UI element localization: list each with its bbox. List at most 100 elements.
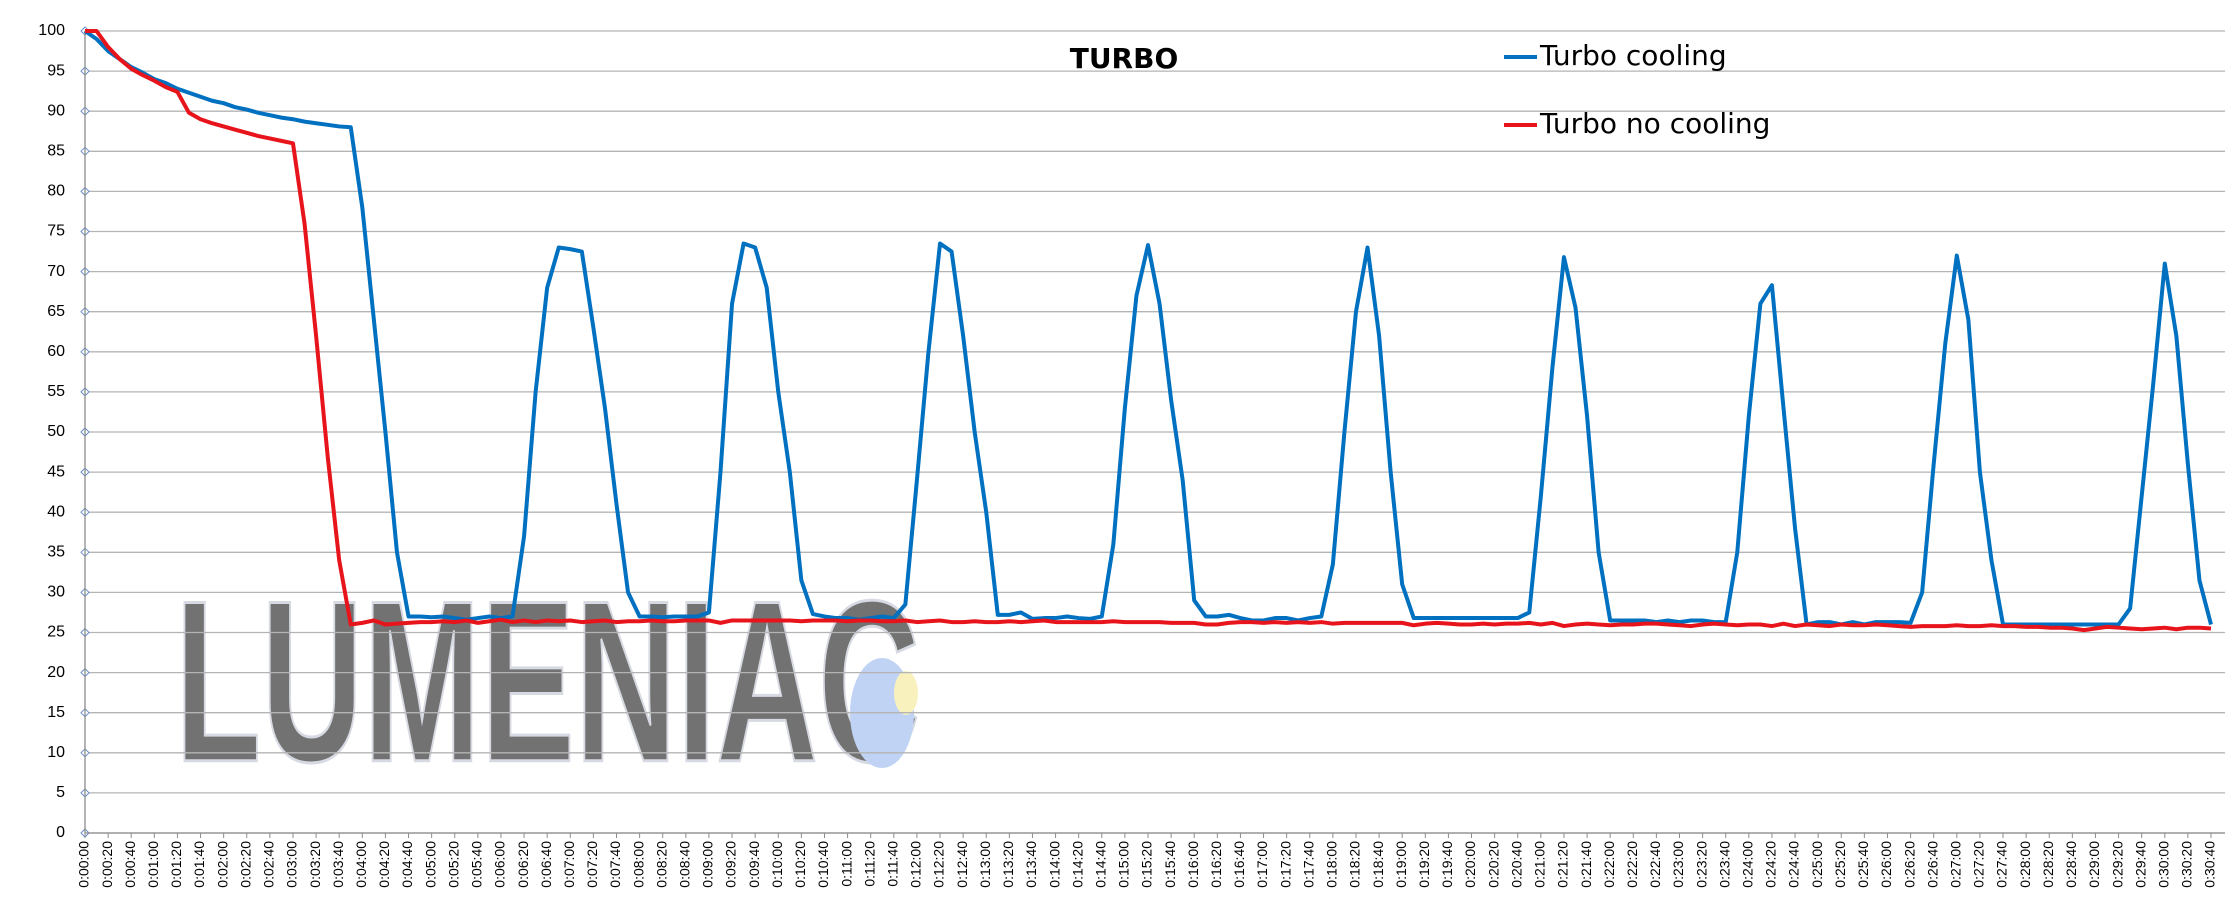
x-tick-label: 0:01:40 (191, 841, 207, 888)
series-line (85, 29, 2212, 633)
x-tick-label: 0:22:40 (1647, 841, 1663, 888)
x-tick-label: 0:28:40 (2063, 841, 2079, 888)
x-tick-label: 0:15:00 (1116, 841, 1132, 888)
x-tick-label: 0:18:40 (1370, 841, 1386, 888)
x-tick-label: 0:18:20 (1347, 841, 1363, 888)
x-tick-label: 0:11:20 (861, 841, 877, 887)
x-tick-label: 0:03:20 (307, 841, 323, 888)
x-tick-label: 0:07:00 (561, 841, 577, 888)
watermark-logo-accent (894, 671, 918, 715)
x-tick-label: 0:01:20 (168, 841, 184, 888)
x-tick-label: 0:08:40 (677, 841, 693, 888)
chart-title: TURBO (1070, 42, 1179, 75)
x-tick-label: 0:10:20 (792, 841, 808, 888)
x-tick-label: 0:10:00 (769, 841, 785, 888)
x-tick-label: 0:26:20 (1901, 841, 1917, 888)
x-tick-label: 0:00:20 (99, 841, 115, 888)
x-tick-label: 0:29:40 (2132, 841, 2148, 888)
x-tick-label: 0:24:40 (1786, 841, 1802, 888)
x-tick-label: 0:14:00 (1046, 841, 1062, 888)
x-tick-label: 0:17:20 (1277, 841, 1293, 888)
y-tick-label: 35 (47, 544, 65, 561)
x-tick-label: 0:06:20 (515, 841, 531, 888)
x-tick-label: 0:24:00 (1740, 841, 1756, 888)
x-tick-label: 0:13:20 (1000, 841, 1016, 888)
x-tick-label: 0:02:40 (261, 841, 277, 888)
watermark: LUMENIAC (174, 551, 922, 811)
x-tick-label: 0:17:40 (1300, 841, 1316, 888)
x-tick-label: 0:23:00 (1670, 841, 1686, 888)
x-tick-label: 0:19:40 (1439, 841, 1455, 888)
y-tick-label: 10 (47, 744, 65, 761)
x-tick-label: 0:14:40 (1092, 841, 1108, 888)
x-tick-label: 0:27:40 (1994, 841, 2010, 888)
x-tick-label: 0:20:20 (1485, 841, 1501, 888)
x-tick-label: 0:23:40 (1716, 841, 1732, 888)
x-tick-label: 0:26:00 (1878, 841, 1894, 888)
x-tick-label: 0:24:20 (1763, 841, 1779, 888)
x-tick-label: 0:21:20 (1555, 841, 1571, 888)
y-tick-label: 55 (47, 383, 65, 400)
x-tick-label: 0:14:20 (1069, 841, 1085, 888)
x-tick-label: 0:25:40 (1855, 841, 1871, 888)
y-tick-label: 15 (47, 704, 65, 721)
x-tick-label: 0:16:00 (1185, 841, 1201, 888)
x-tick-label: 0:02:00 (214, 841, 230, 888)
x-tick-label: 0:29:20 (2109, 841, 2125, 888)
x-tick-label: 0:25:00 (1809, 841, 1825, 888)
x-tick-label: 0:04:00 (353, 841, 369, 888)
y-tick-label: 5 (56, 784, 65, 801)
x-tick-label: 0:07:40 (607, 841, 623, 888)
x-tick-label: 0:23:20 (1693, 841, 1709, 888)
y-tick-label: 45 (47, 463, 65, 480)
x-tick-label: 0:06:00 (492, 841, 508, 888)
y-tick-label: 100 (38, 22, 65, 39)
watermark-text: LUMENIAC (175, 553, 920, 810)
x-tick-label: 0:04:20 (376, 841, 392, 888)
y-tick-label: 60 (47, 343, 65, 360)
x-tick-label: 0:27:20 (1971, 841, 1987, 888)
x-tick-label: 0:05:40 (469, 841, 485, 888)
x-tick-label: 0:05:20 (445, 841, 461, 888)
legend-label: Turbo no cooling (1539, 107, 1770, 140)
x-tick-label: 0:27:00 (1948, 841, 1964, 888)
x-tick-label: 0:21:40 (1578, 841, 1594, 888)
x-tick-label: 0:26:40 (1924, 841, 1940, 888)
x-tick-label: 0:30:00 (2155, 841, 2171, 888)
x-tick-label: 0:30:40 (2202, 841, 2218, 888)
y-tick-label: 0 (56, 824, 65, 841)
x-tick-label: 0:28:20 (2040, 841, 2056, 888)
x-tick-label: 0:13:00 (977, 841, 993, 888)
x-tick-label: 0:12:40 (954, 841, 970, 888)
x-tick-label: 0:09:00 (700, 841, 716, 888)
x-tick-label: 0:09:20 (723, 841, 739, 888)
x-tick-label: 0:21:00 (1532, 841, 1548, 888)
y-tick-label: 95 (47, 62, 65, 79)
y-tick-label: 70 (47, 263, 65, 280)
x-tick-label: 0:13:40 (1023, 841, 1039, 888)
x-tick-label: 0:22:20 (1624, 841, 1640, 888)
y-tick-label: 75 (47, 223, 65, 240)
x-tick-label: 0:19:20 (1416, 841, 1432, 888)
x-tick-label: 0:29:00 (2086, 841, 2102, 888)
x-tick-label: 0:02:20 (237, 841, 253, 888)
series-line (83, 29, 2213, 627)
x-tick-label: 0:11:40 (885, 841, 901, 887)
y-tick-label: 65 (47, 303, 65, 320)
x-tick-label: 0:22:00 (1601, 841, 1617, 888)
x-tick-label: 0:04:40 (399, 841, 415, 888)
x-tick-label: 0:01:00 (145, 841, 161, 888)
x-tick-label: 0:16:20 (1208, 841, 1224, 888)
x-tick-label: 0:25:20 (1832, 841, 1848, 888)
x-tick-label: 0:28:00 (2017, 841, 2033, 888)
y-tick-label: 25 (47, 624, 65, 641)
x-tick-label: 0:15:40 (1162, 841, 1178, 888)
x-tick-label: 0:19:00 (1393, 841, 1409, 888)
x-tick-label: 0:09:40 (746, 841, 762, 888)
x-tick-label: 0:30:20 (2179, 841, 2195, 888)
y-tick-label: 50 (47, 423, 65, 440)
y-tick-label: 90 (47, 102, 65, 119)
x-tick-label: 0:05:00 (422, 841, 438, 888)
